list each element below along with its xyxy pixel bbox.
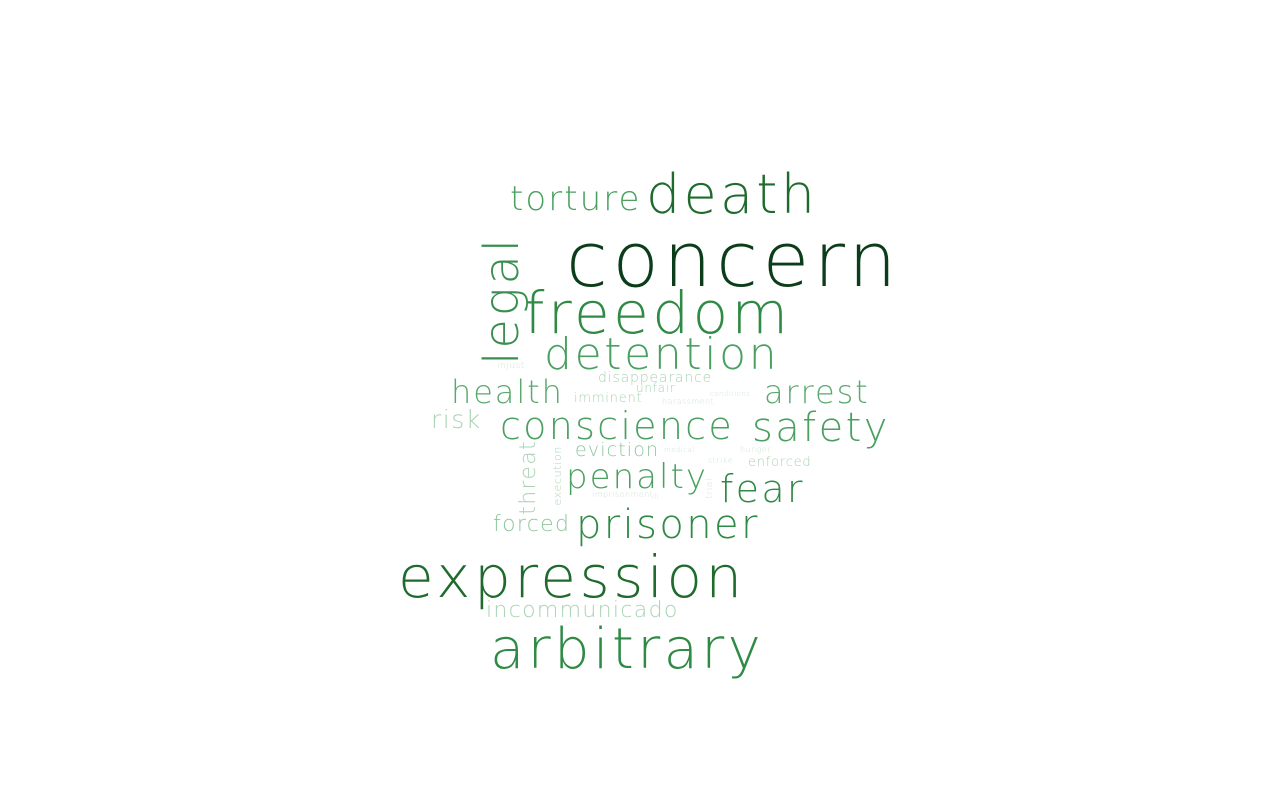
- word-harassment: harassment: [662, 397, 715, 406]
- word-medical: medical: [664, 446, 695, 454]
- word-torture: torture: [510, 179, 642, 219]
- word-prisoner: prisoner: [576, 502, 760, 548]
- word-arbitrary: arbitrary: [490, 617, 765, 682]
- word-conscience: conscience: [500, 404, 735, 448]
- word-detention: detention: [544, 329, 780, 380]
- word-imminent: imminent: [574, 391, 643, 406]
- word-death: death: [646, 163, 819, 226]
- word-risk: risk: [431, 405, 482, 434]
- word-arrest: arrest: [764, 373, 870, 411]
- word-eviction: eviction: [575, 439, 660, 461]
- word-health: health: [451, 373, 564, 411]
- word-safety: safety: [752, 405, 890, 451]
- word-trial: trial: [705, 478, 715, 499]
- word-imprisonment: imprisonment: [592, 490, 654, 499]
- word-expression: expression: [398, 543, 746, 611]
- word-incommunicado: incommunicado: [486, 598, 679, 623]
- word-freedom: freedom: [524, 279, 792, 347]
- word-hunger: hunger: [740, 445, 772, 454]
- word-unfair: unfair: [636, 381, 676, 395]
- word-threat: threat: [516, 440, 541, 515]
- word-legal: legal: [474, 236, 530, 365]
- word-penalty: penalty: [566, 457, 709, 497]
- word-injust: injust: [497, 361, 525, 371]
- word-disappearance: disappearance: [598, 370, 713, 386]
- word-conditions: conditions: [710, 390, 751, 398]
- word-ill: ill: [652, 493, 660, 501]
- word-forced: forced: [493, 512, 571, 537]
- word-execution: execution: [551, 446, 564, 506]
- word-concern: concern: [566, 215, 901, 304]
- word-fear: fear: [720, 467, 805, 511]
- word-strike: strike: [708, 456, 733, 465]
- word-enforced: enforced: [748, 455, 812, 470]
